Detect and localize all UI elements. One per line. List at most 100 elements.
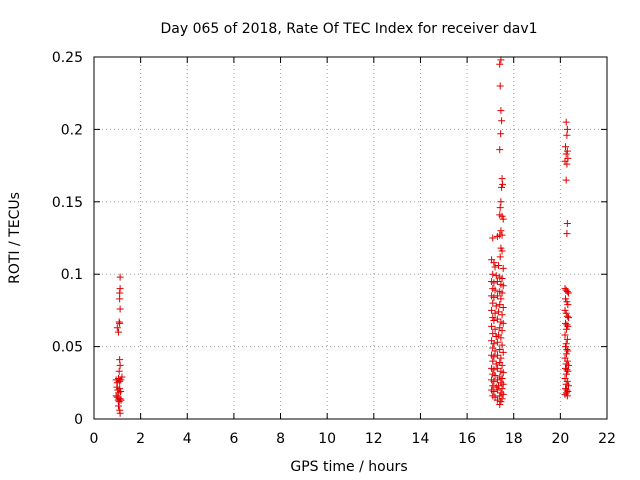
data-point xyxy=(562,340,570,348)
x-axis-label: GPS time / hours xyxy=(290,459,407,475)
data-point xyxy=(561,143,569,151)
data-point xyxy=(116,305,124,313)
data-point xyxy=(489,299,497,307)
data-point xyxy=(498,395,506,403)
data-point xyxy=(496,204,504,212)
data-point xyxy=(563,230,571,238)
y-tick-label: 0.2 xyxy=(61,122,83,138)
chart-title: Day 065 of 2018, Rate Of TEC Index for r… xyxy=(160,21,537,37)
data-point xyxy=(118,373,126,381)
data-point xyxy=(495,262,503,270)
data-point xyxy=(493,376,501,384)
data-point xyxy=(565,314,573,322)
data-point xyxy=(490,377,498,385)
data-point xyxy=(490,353,498,361)
data-point xyxy=(496,231,504,239)
data-point xyxy=(563,312,571,320)
plot-frame xyxy=(93,56,608,420)
data-point xyxy=(489,314,497,322)
data-point xyxy=(492,360,500,368)
data-point xyxy=(116,395,124,403)
data-point xyxy=(112,392,120,400)
data-point xyxy=(493,351,501,359)
data-points xyxy=(112,56,573,417)
data-point xyxy=(496,146,504,154)
data-point xyxy=(490,279,498,287)
data-point xyxy=(563,160,571,168)
data-point xyxy=(493,292,501,300)
data-point xyxy=(491,347,499,355)
data-point xyxy=(116,385,124,393)
data-point xyxy=(498,341,506,349)
data-point xyxy=(497,398,505,406)
data-point xyxy=(488,306,496,314)
x-tick-label: 14 xyxy=(412,431,430,447)
data-point xyxy=(563,131,571,139)
y-tick-label: 0.15 xyxy=(52,195,83,211)
data-point xyxy=(562,118,570,126)
data-point xyxy=(499,390,507,398)
data-point xyxy=(562,370,570,378)
data-point xyxy=(498,247,506,255)
data-point xyxy=(498,289,506,297)
data-point xyxy=(563,220,571,228)
data-point xyxy=(492,272,500,280)
data-point xyxy=(491,286,499,294)
data-point xyxy=(490,387,498,395)
data-point xyxy=(563,298,571,306)
data-point xyxy=(117,376,125,384)
data-point xyxy=(499,380,507,388)
data-point xyxy=(492,302,500,310)
data-point xyxy=(563,357,571,365)
data-point xyxy=(496,345,504,353)
data-point xyxy=(116,361,124,369)
data-point xyxy=(565,289,573,297)
data-point xyxy=(499,369,507,377)
data-point xyxy=(497,198,505,206)
data-point xyxy=(116,409,124,417)
x-tick-label: 10 xyxy=(318,431,336,447)
data-point xyxy=(116,377,124,385)
data-point xyxy=(499,348,507,356)
data-point xyxy=(496,253,504,261)
data-point xyxy=(498,183,506,191)
data-point xyxy=(562,150,570,158)
data-point xyxy=(563,335,571,343)
x-tick-label: 20 xyxy=(551,431,569,447)
data-point xyxy=(491,309,499,317)
x-tick-label: 4 xyxy=(183,431,192,447)
data-point xyxy=(491,372,499,380)
data-point xyxy=(498,327,506,335)
x-tick-label: 8 xyxy=(276,431,285,447)
x-tick-label: 16 xyxy=(458,431,476,447)
data-point xyxy=(493,338,501,346)
data-point xyxy=(117,396,125,404)
data-point xyxy=(490,293,498,301)
data-point xyxy=(564,347,572,355)
x-tick-label: 22 xyxy=(598,431,616,447)
data-point xyxy=(496,82,504,90)
x-tick-label: 12 xyxy=(365,431,383,447)
data-point xyxy=(493,277,501,285)
y-tick-label: 0.05 xyxy=(52,340,83,356)
data-point xyxy=(498,212,506,220)
data-point xyxy=(497,56,505,64)
x-tick-label: 18 xyxy=(505,431,523,447)
data-point xyxy=(498,385,506,393)
y-axis-label: ROTI / TECUs xyxy=(7,192,23,284)
data-point xyxy=(489,234,497,242)
data-point xyxy=(490,340,498,348)
data-point xyxy=(496,401,504,409)
data-point xyxy=(561,295,569,303)
data-point xyxy=(496,301,504,309)
axis-ticks: 0 2 4 6 8 10 12 14 16 18 20 22 0 0.05 0.1 0.15 0.2 0.25 xyxy=(52,50,616,447)
data-point xyxy=(565,382,573,390)
data-point xyxy=(498,275,506,283)
data-point xyxy=(561,331,569,339)
data-point xyxy=(490,366,498,374)
data-point xyxy=(491,263,499,271)
y-tick-label: 0 xyxy=(74,412,83,428)
data-point xyxy=(498,311,506,319)
